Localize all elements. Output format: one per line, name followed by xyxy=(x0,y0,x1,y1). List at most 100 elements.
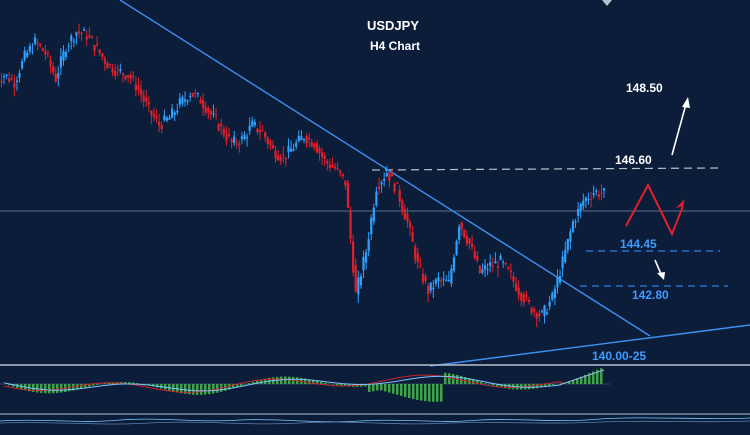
candle-bear xyxy=(218,124,220,130)
candle-bull xyxy=(487,269,489,270)
candle-bear xyxy=(507,267,509,269)
candle-bull xyxy=(243,135,245,140)
candle-bull xyxy=(68,46,70,47)
candle-bear xyxy=(39,44,41,46)
candle-bull xyxy=(562,257,564,269)
candle-bear xyxy=(352,242,354,273)
oscillator-bar xyxy=(196,384,199,395)
candle-bear xyxy=(512,276,514,281)
oscillator-bar xyxy=(420,384,423,401)
candle-bear xyxy=(378,186,380,189)
candle-bear xyxy=(91,37,93,39)
candle-bull xyxy=(62,51,64,61)
oscillator-bar xyxy=(424,384,427,401)
oscillator-bar xyxy=(336,384,339,385)
oscillator-bar xyxy=(380,384,383,390)
oscillator-bar xyxy=(204,384,207,395)
candle-bear xyxy=(404,209,406,220)
oscillator-bar xyxy=(400,384,403,396)
oscillator-bar xyxy=(324,383,327,384)
candle-bear xyxy=(137,86,139,90)
candle-bear xyxy=(424,276,426,280)
candle-bull xyxy=(189,96,191,97)
chart-subtitle: H4 Chart xyxy=(370,39,420,53)
candle-bear xyxy=(52,66,54,73)
candle-bull xyxy=(166,118,168,121)
oscillator-bar xyxy=(384,384,387,391)
oscillator-bar xyxy=(408,384,411,398)
candle-bear xyxy=(525,295,527,296)
oscillator-bar xyxy=(56,384,59,393)
candle-bull xyxy=(249,126,251,131)
candle-bear xyxy=(8,78,10,81)
candle-bear xyxy=(269,141,271,145)
oscillator-bar xyxy=(444,373,447,384)
candle-bear xyxy=(122,73,124,75)
candle-bear xyxy=(148,102,150,104)
candle-bear xyxy=(37,42,39,43)
oscillator-bar xyxy=(36,384,39,393)
candle-bear xyxy=(99,50,101,54)
candle-bull xyxy=(569,231,571,241)
oscillator-bar xyxy=(200,384,203,395)
candle-bear xyxy=(518,288,520,295)
candle-bear xyxy=(331,165,333,167)
candle-bear xyxy=(474,251,476,258)
candle-bear xyxy=(492,266,494,267)
candle-bull xyxy=(303,139,305,140)
candle-bear xyxy=(355,265,357,292)
candle-bear xyxy=(145,98,147,102)
candle-bear xyxy=(533,309,535,312)
oscillator-bar xyxy=(416,384,419,400)
candle-bull xyxy=(494,261,496,263)
candle-bull xyxy=(370,218,372,235)
level-label-142-80: 142.80 xyxy=(632,288,669,302)
candle-bull xyxy=(254,122,256,125)
candle-bull xyxy=(181,97,183,104)
candle-bear xyxy=(225,135,227,141)
level-label-144-45: 144.45 xyxy=(620,237,657,251)
candle-bull xyxy=(21,61,23,68)
candle-bear xyxy=(282,155,284,156)
candle-bull xyxy=(298,136,300,142)
candle-bull xyxy=(60,56,62,67)
candle-bull xyxy=(430,282,432,290)
candle-bull xyxy=(499,256,501,260)
candle-bear xyxy=(220,124,222,126)
oscillator-bar xyxy=(280,377,283,384)
oscillator-bar xyxy=(368,384,371,392)
candle-bull xyxy=(174,112,176,115)
oscillator-bar xyxy=(484,383,487,384)
candle-bull xyxy=(448,280,450,281)
candle-bear xyxy=(96,44,98,46)
candle-bear xyxy=(427,286,429,294)
level-label-140-00-25: 140.00-25 xyxy=(592,349,646,363)
oscillator-bar xyxy=(440,384,443,402)
oscillator-bar xyxy=(208,384,211,394)
candle-bear xyxy=(538,313,540,316)
oscillator-bar xyxy=(388,384,391,392)
candle-bear xyxy=(158,122,160,126)
candle-bear xyxy=(334,167,336,169)
candle-bear xyxy=(153,114,155,117)
candle-bear xyxy=(479,266,481,273)
candle-bull xyxy=(489,262,491,265)
candle-bear xyxy=(55,74,57,82)
oscillator-bar xyxy=(412,384,415,399)
candle-bear xyxy=(44,51,46,54)
oscillator-bar xyxy=(44,384,47,393)
candle-bull xyxy=(502,262,504,263)
candle-bull xyxy=(585,198,587,201)
candle-bear xyxy=(476,256,478,261)
candle-bull xyxy=(368,239,370,251)
candle-bear xyxy=(468,239,470,244)
candle-bull xyxy=(75,32,77,35)
candle-bull xyxy=(556,277,558,288)
oscillator-bar xyxy=(192,384,195,395)
candle-bear xyxy=(463,230,465,237)
oscillator-bar xyxy=(240,384,243,386)
oscillator-bar xyxy=(284,377,287,384)
candle-bull xyxy=(176,111,178,113)
candle-bull xyxy=(551,293,553,300)
